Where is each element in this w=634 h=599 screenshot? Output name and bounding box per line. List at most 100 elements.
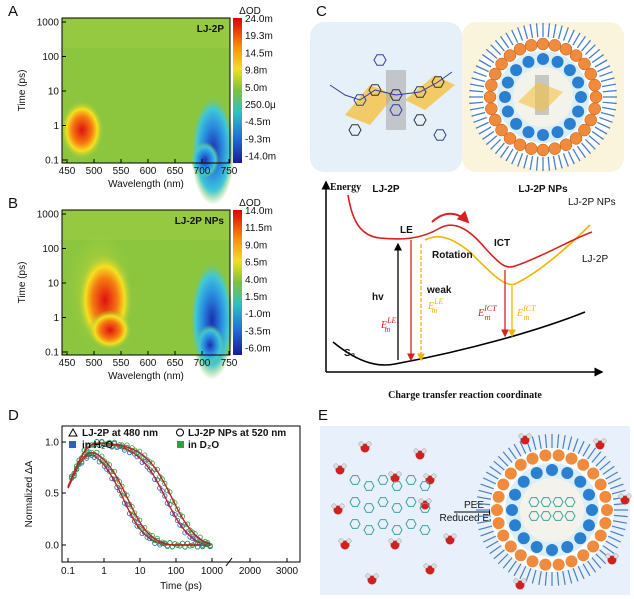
np-bead: [587, 467, 600, 480]
legend-square: [69, 441, 76, 448]
water-h: [613, 553, 619, 559]
colorbar-tick-label: 9.8m: [245, 66, 267, 77]
y-tick-label: 0.5: [45, 489, 59, 500]
ring: [419, 525, 431, 535]
water-h: [426, 498, 432, 504]
ring: [564, 497, 576, 507]
water-h: [418, 498, 424, 504]
ring: [349, 475, 361, 485]
water-h: [421, 448, 427, 454]
pee-chain: [497, 553, 509, 565]
colorbar-tick-label: -4.5m: [245, 117, 271, 128]
colorbar-tick-label: 6.5m: [245, 258, 267, 269]
phosphate: [582, 488, 595, 501]
text-part: m: [431, 306, 437, 315]
ring: [348, 124, 362, 136]
pee-chain: [502, 557, 513, 569]
pee-chain: [613, 514, 628, 518]
colorbar-tick-label: 9.0m: [245, 240, 267, 251]
np-bead: [503, 132, 517, 145]
np-bead: [514, 458, 527, 471]
water-h: [601, 438, 607, 444]
np-bead: [526, 555, 539, 568]
pee-chain: [523, 25, 529, 40]
pee-chain: [471, 111, 486, 117]
ring: [349, 519, 361, 529]
np-bead: [514, 549, 527, 562]
phosphate: [546, 464, 558, 476]
water-h: [366, 441, 372, 447]
ring: [552, 497, 564, 507]
pee-chain: [478, 59, 492, 68]
ring: [528, 497, 540, 507]
pee-chain: [602, 89, 617, 93]
pee-chain: [611, 489, 626, 495]
pee-chain: [482, 54, 495, 64]
y-tick-label: 100: [42, 52, 59, 63]
pee-chain: [552, 155, 557, 170]
pee-chain: [494, 39, 505, 52]
phosphate: [509, 519, 522, 532]
pee-chain: [587, 560, 597, 573]
fit-curve: [67, 452, 211, 546]
pee-chain: [477, 496, 492, 500]
trace-marker: [89, 442, 95, 448]
pee-chain: [582, 563, 591, 577]
phosphate: [575, 91, 587, 103]
np-bead: [513, 42, 527, 56]
le-label: LE: [400, 225, 413, 236]
x-tick-label: 750: [221, 358, 238, 369]
np-bead: [559, 138, 573, 152]
trace-marker: [132, 510, 138, 516]
y-tick-label: 1000: [37, 18, 60, 29]
colorbar-tick-label: 1.5m: [245, 292, 267, 303]
ring: [349, 497, 361, 507]
heatmap-top: [62, 18, 230, 48]
trace-marker: [172, 541, 178, 547]
ring: [377, 497, 389, 507]
pee-chain: [577, 440, 585, 455]
water-h: [451, 533, 457, 539]
colorbar-tick-label: 19.3m: [245, 31, 273, 42]
pee-chain: [531, 569, 537, 584]
pee-chain: [547, 156, 551, 171]
y-axis-label: Normalized ΔA: [24, 460, 35, 527]
ring: [363, 503, 375, 513]
pee-chain: [502, 451, 513, 463]
pee-chain: [599, 460, 611, 471]
phosphate: [530, 540, 543, 553]
water-h: [341, 463, 347, 469]
trace-marker: [177, 522, 183, 528]
pee-chain: [611, 525, 626, 531]
y-tick-label: 0.1: [45, 348, 59, 359]
pee-chain: [505, 148, 514, 162]
pee-chain: [482, 477, 497, 485]
pee-chain: [544, 434, 548, 449]
water-h: [333, 463, 339, 469]
pee-chain: [572, 32, 581, 46]
x-tick-label: 600: [140, 166, 157, 177]
colorbar-tick-label: 11.5m: [245, 223, 272, 234]
text-part: LE: [386, 316, 396, 325]
pee-chain: [513, 563, 522, 577]
pee-chain: [517, 27, 524, 41]
colorbar-tick-label: -1.0m: [245, 309, 271, 320]
water-h: [443, 533, 449, 539]
pee-chain: [485, 540, 499, 549]
pee-chain: [602, 545, 615, 555]
pee-chain: [529, 155, 534, 170]
pee-chain: [507, 560, 517, 573]
trace-marker: [174, 506, 181, 512]
trace-marker: [114, 443, 120, 449]
y-axis-label: Energy: [330, 182, 361, 193]
trace-marker: [74, 463, 80, 469]
water-h: [396, 538, 402, 544]
np-bead: [578, 123, 591, 137]
pee-chain: [588, 48, 601, 59]
phosphate: [530, 467, 543, 480]
pee-chain: [490, 138, 502, 150]
pee-chain: [576, 36, 586, 49]
pee-chain: [480, 483, 494, 490]
legend-entry: LJ-2P NPs at 520 nm: [188, 428, 286, 439]
phosphate: [501, 76, 514, 89]
